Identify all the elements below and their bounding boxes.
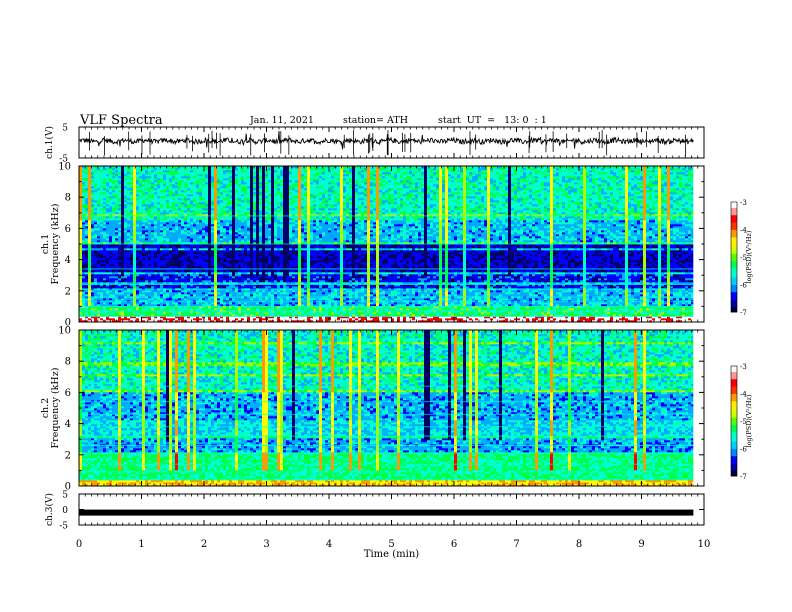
colorbar-label: log(PSD)(V²/Hz) — [745, 394, 753, 447]
colorbar-tick-label: -7 — [740, 473, 747, 481]
x-tick-label: 10 — [698, 539, 711, 550]
ch2-colorbar — [731, 366, 737, 476]
y-tick-label: 2 — [65, 286, 71, 297]
ch1-waveform-line — [79, 131, 693, 149]
y-tick-label: 4 — [65, 255, 71, 266]
y-axis-label: ch.3(V) — [44, 493, 55, 526]
y-tick-label: 6 — [65, 388, 71, 399]
colorbar-label: log(PSD)(V²/Hz) — [745, 230, 753, 283]
x-tick-label: 6 — [451, 539, 457, 550]
y-tick-label: 5 — [62, 124, 68, 134]
x-tick-label: 2 — [201, 539, 207, 550]
y-tick-label: 2 — [65, 450, 71, 461]
ch1-colorbar — [731, 202, 737, 312]
y-tick-label: 6 — [65, 224, 71, 235]
x-axis-label: Time (min) — [364, 549, 419, 560]
y-tick-label: 5 — [62, 491, 68, 501]
x-tick-label: 1 — [138, 539, 144, 550]
x-tick-label: 8 — [576, 539, 582, 550]
x-tick-label: 7 — [513, 539, 519, 550]
x-tick-label: 9 — [638, 539, 644, 550]
colorbar-tick-label: -3 — [740, 363, 747, 371]
x-tick-label: 3 — [263, 539, 269, 550]
colorbar-tick-label: -3 — [740, 199, 747, 207]
ch3-waveform-band — [79, 510, 693, 516]
y-tick-label: 10 — [58, 326, 71, 337]
y-tick-label: 0 — [62, 506, 68, 516]
y-tick-label: 8 — [65, 193, 71, 204]
y-tick-label: 4 — [65, 419, 71, 430]
y-axis-label: ch.1(V) — [44, 126, 55, 159]
ch2-spectrogram-cells — [79, 330, 693, 486]
y-tick-label: 8 — [65, 357, 71, 368]
y-axis-label-frequency: Frequency (kHz) — [50, 204, 61, 285]
colorbar-tick-label: -7 — [740, 309, 747, 317]
x-tick-label: 4 — [326, 539, 332, 550]
y-tick-label: -5 — [59, 522, 68, 532]
x-tick-label: 0 — [76, 539, 82, 550]
y-tick-label: 10 — [58, 162, 71, 173]
y-axis-label-frequency: Frequency (kHz) — [50, 368, 61, 449]
